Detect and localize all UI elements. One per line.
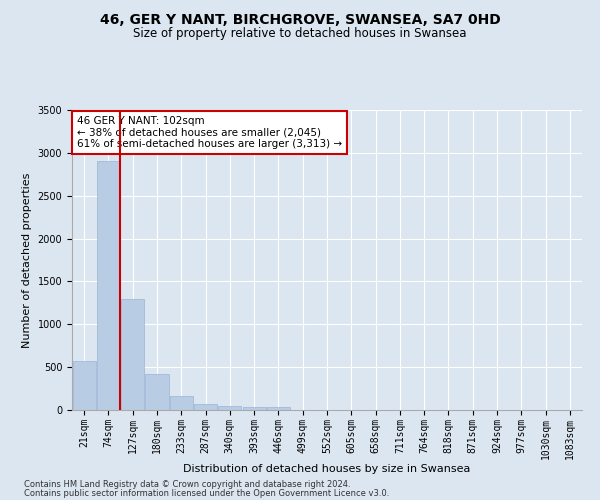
Bar xyxy=(267,407,290,410)
Bar xyxy=(170,396,193,410)
Bar xyxy=(218,406,241,410)
Bar xyxy=(73,361,95,410)
Text: Contains HM Land Registry data © Crown copyright and database right 2024.: Contains HM Land Registry data © Crown c… xyxy=(24,480,350,489)
Text: Contains public sector information licensed under the Open Government Licence v3: Contains public sector information licen… xyxy=(24,489,389,498)
X-axis label: Distribution of detached houses by size in Swansea: Distribution of detached houses by size … xyxy=(184,464,470,474)
Bar xyxy=(121,298,144,410)
Text: 46, GER Y NANT, BIRCHGROVE, SWANSEA, SA7 0HD: 46, GER Y NANT, BIRCHGROVE, SWANSEA, SA7… xyxy=(100,12,500,26)
Y-axis label: Number of detached properties: Number of detached properties xyxy=(22,172,32,348)
Bar xyxy=(145,374,169,410)
Text: Size of property relative to detached houses in Swansea: Size of property relative to detached ho… xyxy=(133,28,467,40)
Bar xyxy=(97,162,120,410)
Bar xyxy=(194,404,217,410)
Bar xyxy=(242,406,266,410)
Text: 46 GER Y NANT: 102sqm
← 38% of detached houses are smaller (2,045)
61% of semi-d: 46 GER Y NANT: 102sqm ← 38% of detached … xyxy=(77,116,342,149)
